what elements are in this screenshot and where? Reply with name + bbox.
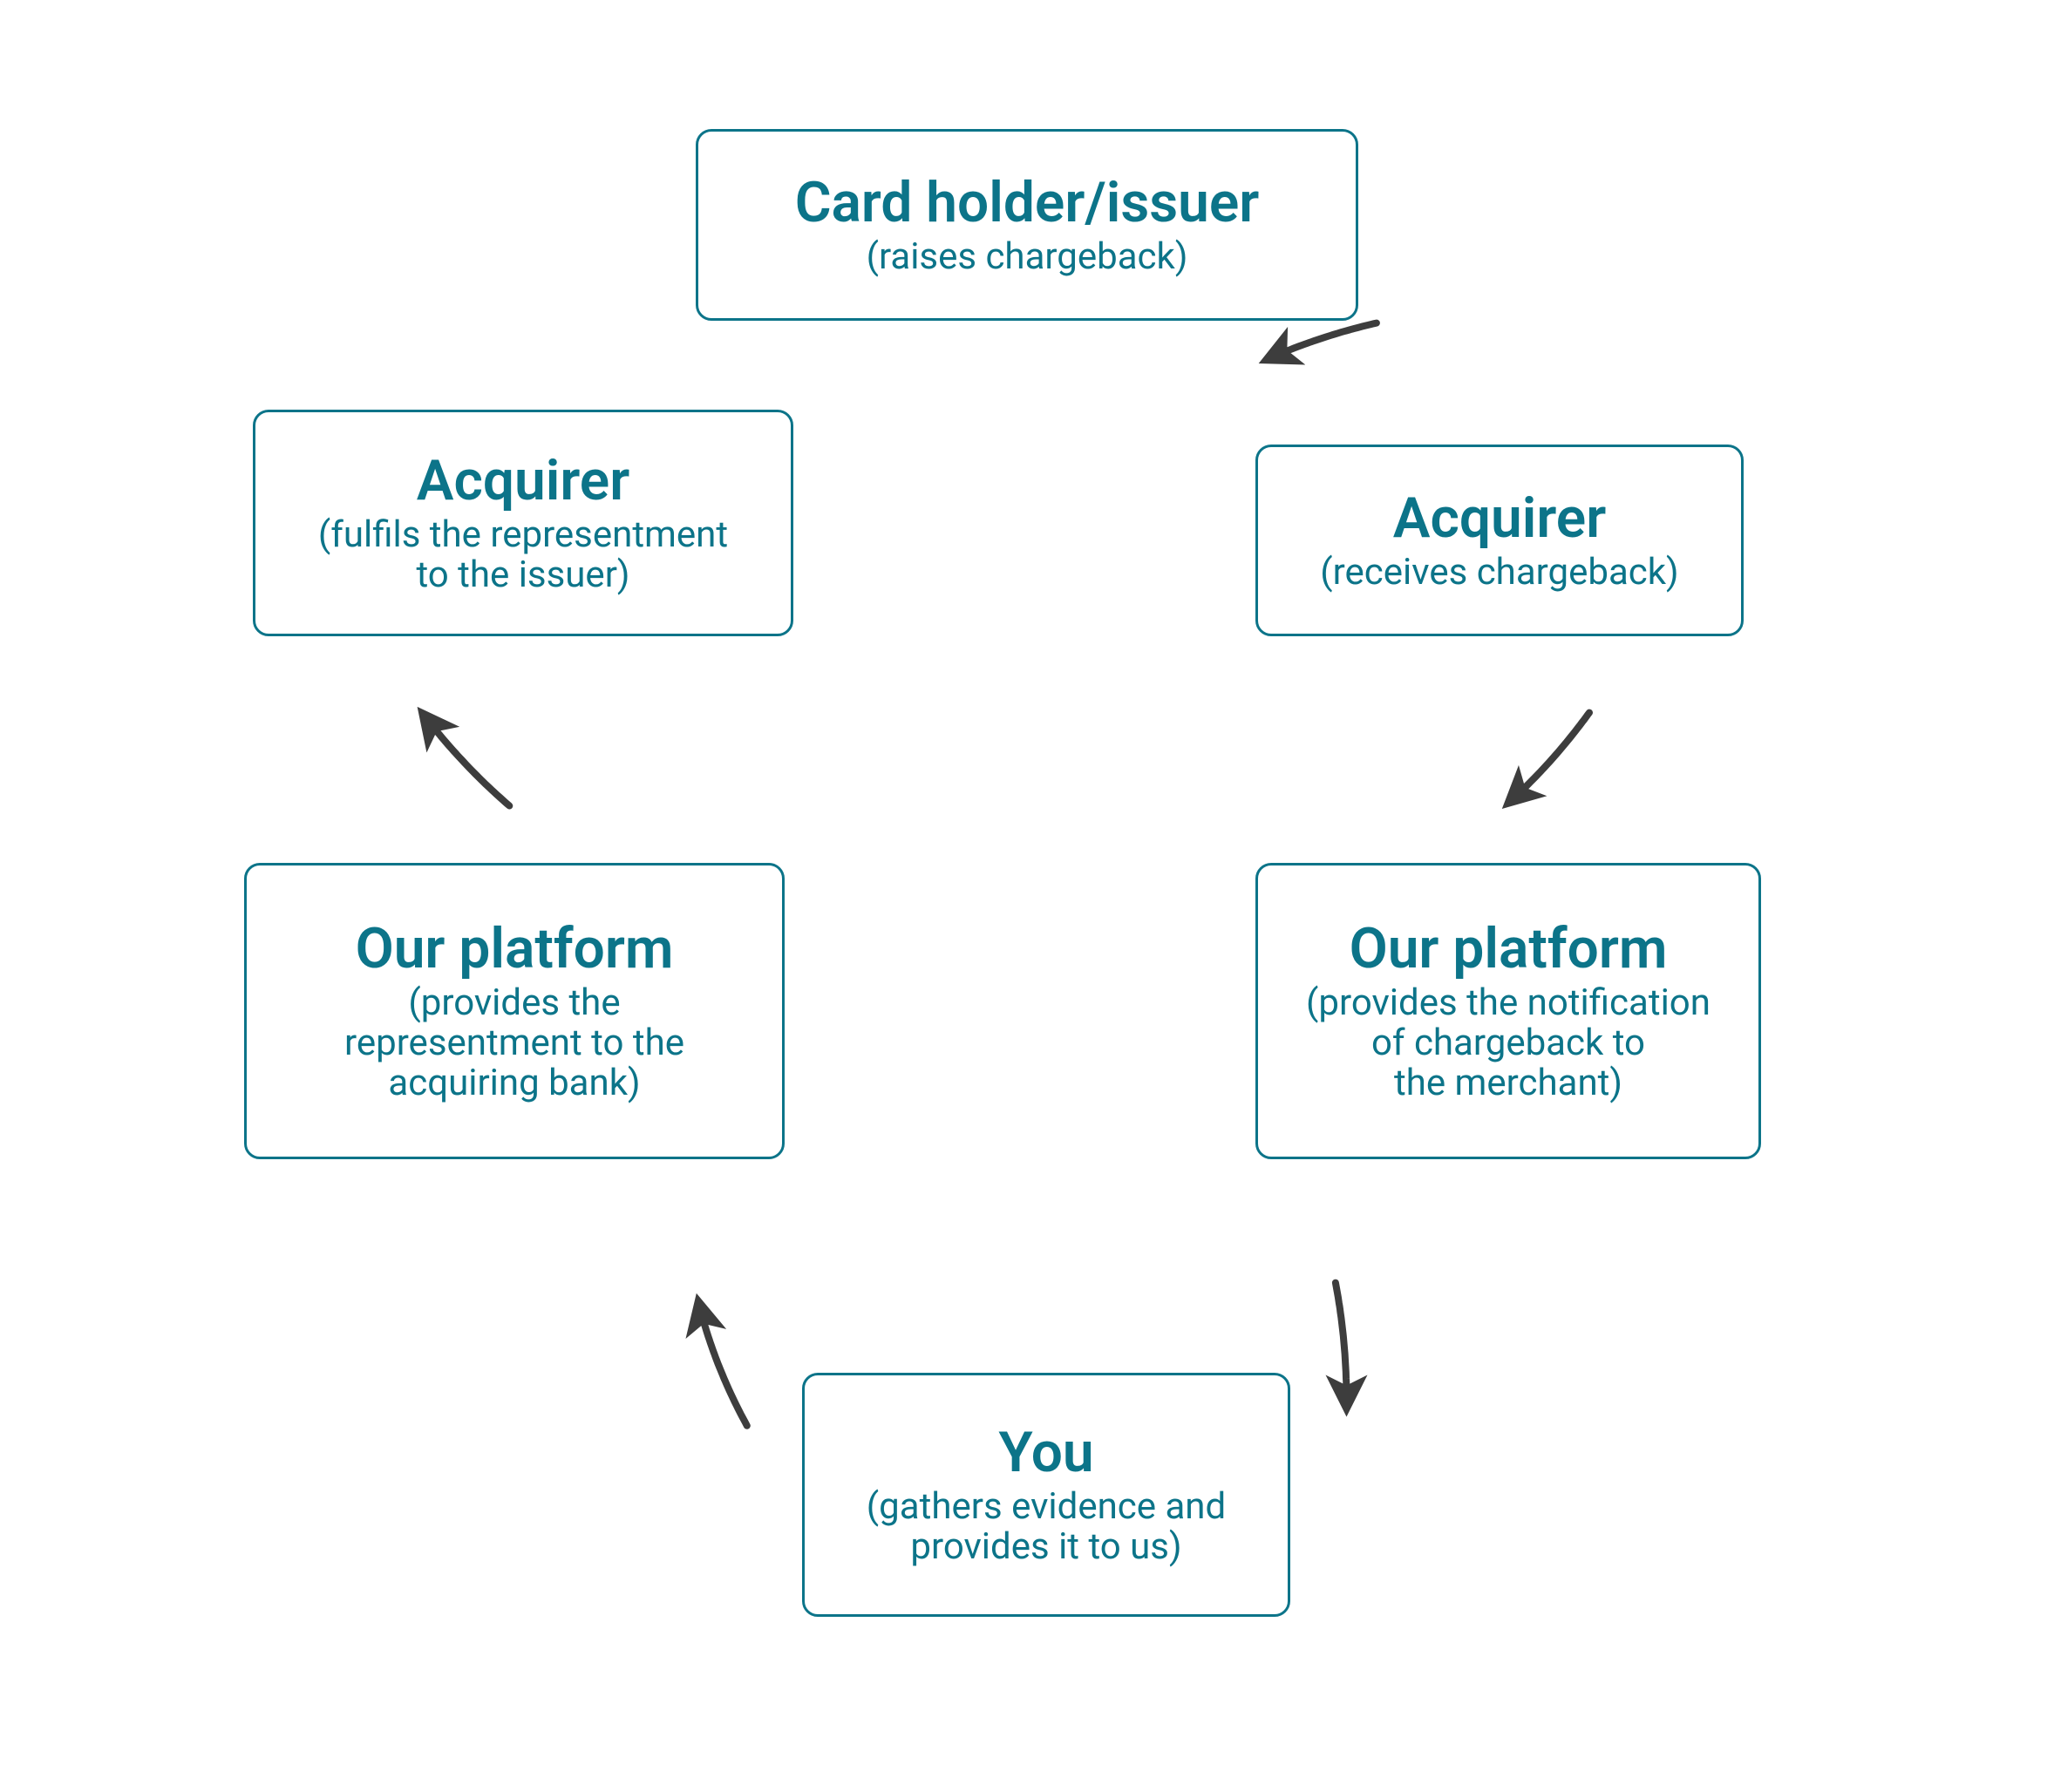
flow-arrow (1336, 1283, 1347, 1403)
node-title: Our platform (1350, 919, 1668, 980)
node-title: Acquirer (1393, 488, 1607, 549)
node-title: Acquirer (417, 451, 630, 512)
flow-node-n1: Acquirer(receives chargeback) (1255, 445, 1744, 636)
node-subtitle: (receives chargeback) (1320, 553, 1678, 593)
flow-arrow (1513, 713, 1589, 800)
node-subtitle: (fulfils the representmentto the issuer) (318, 515, 728, 595)
node-subtitle: (raises chargeback) (867, 237, 1188, 277)
flow-arrow (1271, 323, 1377, 358)
flow-node-n0: Card holder/issuer(raises chargeback) (696, 129, 1358, 321)
flow-node-n5: Acquirer(fulfils the representmentto the… (253, 410, 793, 636)
flow-arrow (700, 1307, 747, 1425)
node-title: Card holder/issuer (795, 173, 1260, 234)
node-title: Our platform (356, 919, 674, 980)
flow-node-n4: Our platform(provides therepresentment t… (244, 863, 785, 1159)
node-subtitle: (provides therepresentment to theacquiri… (344, 983, 684, 1104)
node-title: You (998, 1422, 1093, 1483)
node-subtitle: (provides the notificationof chargeback … (1306, 983, 1711, 1104)
node-subtitle: (gathers evidence andprovides it to us) (867, 1487, 1226, 1567)
diagram-canvas: Card holder/issuer(raises chargeback) Acq… (0, 0, 2054, 1792)
flow-node-n3: You(gathers evidence andprovides it to u… (802, 1373, 1290, 1617)
flow-arrow (426, 718, 510, 806)
flow-node-n2: Our platform(provides the notificationof… (1255, 863, 1761, 1159)
